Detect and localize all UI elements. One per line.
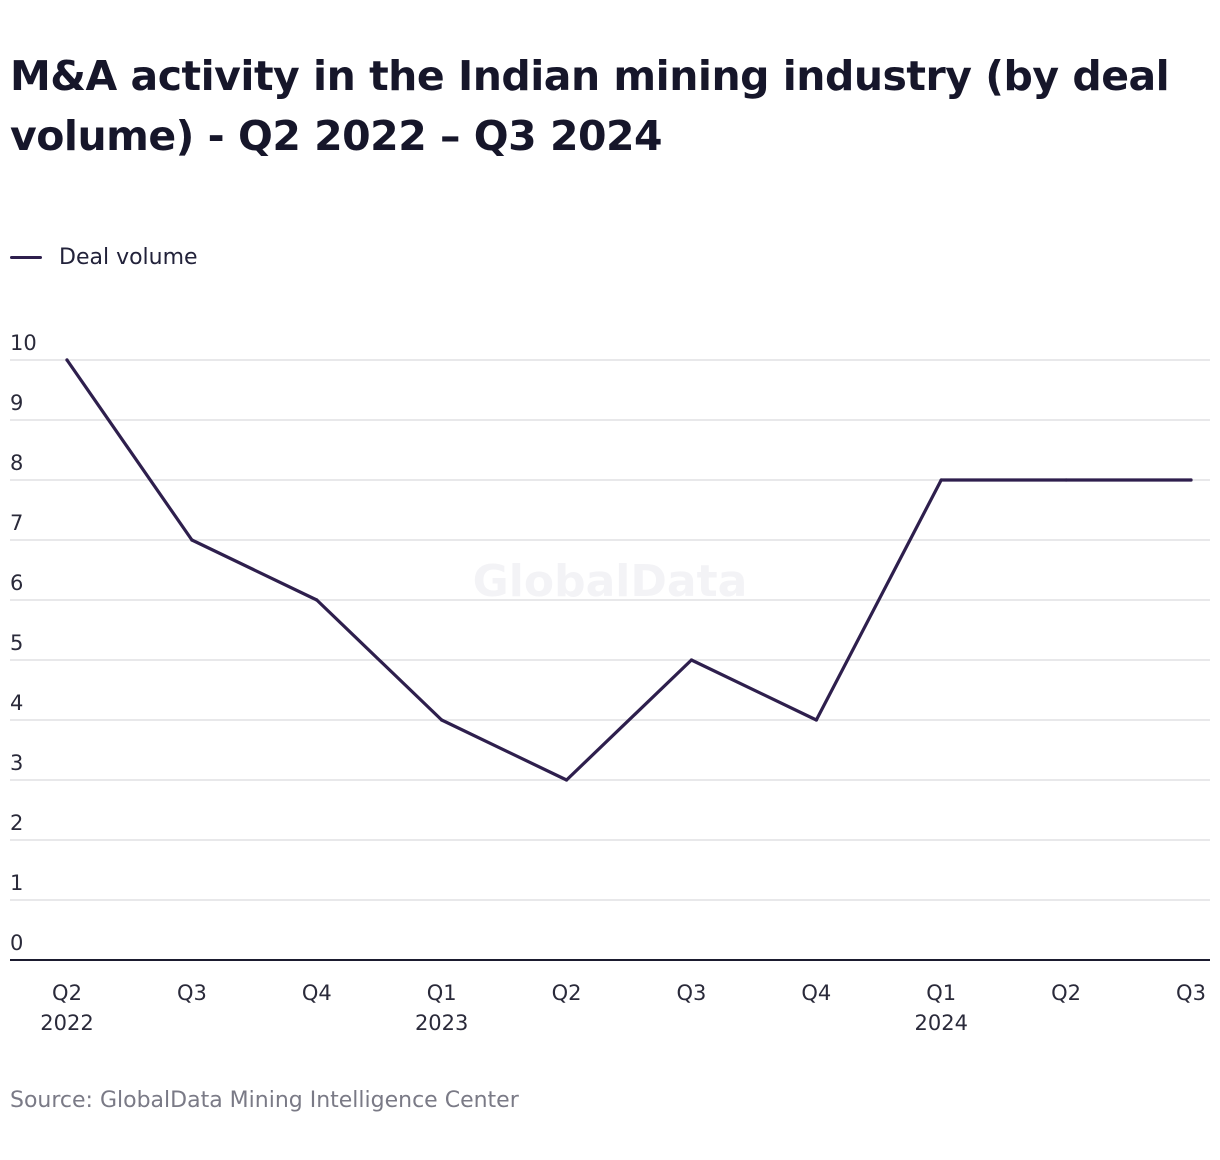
- series-deal-volume: [65, 358, 1193, 782]
- x-tick-quarter: Q2: [52, 981, 82, 1005]
- y-tick-label: 6: [10, 571, 23, 595]
- x-tick-quarter: Q3: [1176, 981, 1206, 1005]
- chart-title: M&A activity in the Indian mining indust…: [10, 52, 1170, 160]
- line-chart: GlobalData 0 1 2 3 4 5 6 7 8 9 10 Q2 2022 Q3 Q4 Q1 2023…: [10, 331, 1210, 1035]
- y-tick-label: 7: [10, 511, 23, 535]
- data-point: [65, 358, 69, 362]
- y-tick-label: 10: [10, 331, 37, 355]
- y-tick-label: 8: [10, 451, 23, 475]
- watermark: GlobalData: [473, 556, 748, 607]
- data-point: [1064, 478, 1068, 482]
- y-tick-label: 1: [10, 871, 23, 895]
- gridlines: [10, 359, 1210, 901]
- x-tick-quarter: Q2: [1051, 981, 1081, 1005]
- x-tick-quarter: Q1: [427, 981, 457, 1005]
- data-point: [1189, 478, 1193, 482]
- legend-swatch: [10, 255, 42, 259]
- data-point: [814, 718, 818, 722]
- legend-label: Deal volume: [59, 244, 198, 270]
- y-tick-label: 0: [10, 931, 23, 955]
- x-tick-year: 2024: [914, 1011, 967, 1035]
- data-point: [440, 718, 444, 722]
- x-tick-quarter: Q1: [926, 981, 956, 1005]
- x-axis-ticks: Q2 2022 Q3 Q4 Q1 2023 Q2 Q3 Q4 Q1 2024 Q2 Q3: [40, 981, 1206, 1035]
- y-axis-ticks: 0 1 2 3 4 5 6 7 8 9 10: [10, 331, 37, 955]
- series-line: [65, 358, 1193, 782]
- x-tick-quarter: Q2: [552, 981, 582, 1005]
- x-tick-quarter: Q3: [676, 981, 706, 1005]
- y-tick-label: 5: [10, 631, 23, 655]
- x-tick-year: 2023: [415, 1011, 468, 1035]
- data-point: [190, 538, 194, 542]
- legend: Deal volume: [10, 242, 198, 272]
- data-point: [564, 778, 569, 782]
- y-tick-label: 2: [10, 811, 23, 835]
- y-tick-label: 3: [10, 751, 23, 775]
- x-tick-quarter: Q4: [801, 981, 831, 1005]
- source-note: Source: GlobalData Mining Intelligence C…: [10, 1088, 519, 1113]
- data-point: [939, 478, 943, 482]
- data-point: [689, 658, 694, 662]
- x-tick-year: 2022: [40, 1011, 93, 1035]
- x-tick-quarter: Q3: [177, 981, 207, 1005]
- data-point: [315, 598, 319, 602]
- y-tick-label: 4: [10, 691, 23, 715]
- y-tick-label: 9: [10, 391, 23, 415]
- x-tick-quarter: Q4: [302, 981, 332, 1005]
